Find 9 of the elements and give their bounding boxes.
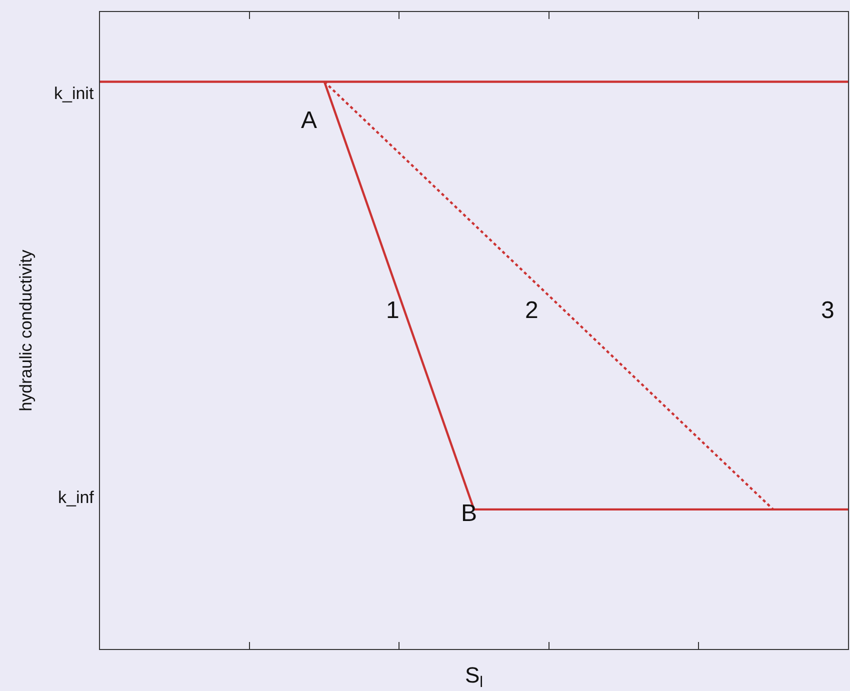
annotation: A bbox=[301, 107, 318, 134]
x-axis-title: S$_{l}$ bbox=[464, 662, 484, 691]
text: k_inf bbox=[58, 488, 94, 507]
annotation: 3 bbox=[821, 297, 834, 324]
text: k_init bbox=[54, 84, 94, 103]
annotation: 1 bbox=[386, 297, 400, 324]
y-axis-title: hydraulic conductivity bbox=[16, 249, 36, 412]
annotation: B bbox=[461, 500, 478, 527]
annotation: 2 bbox=[525, 297, 538, 324]
